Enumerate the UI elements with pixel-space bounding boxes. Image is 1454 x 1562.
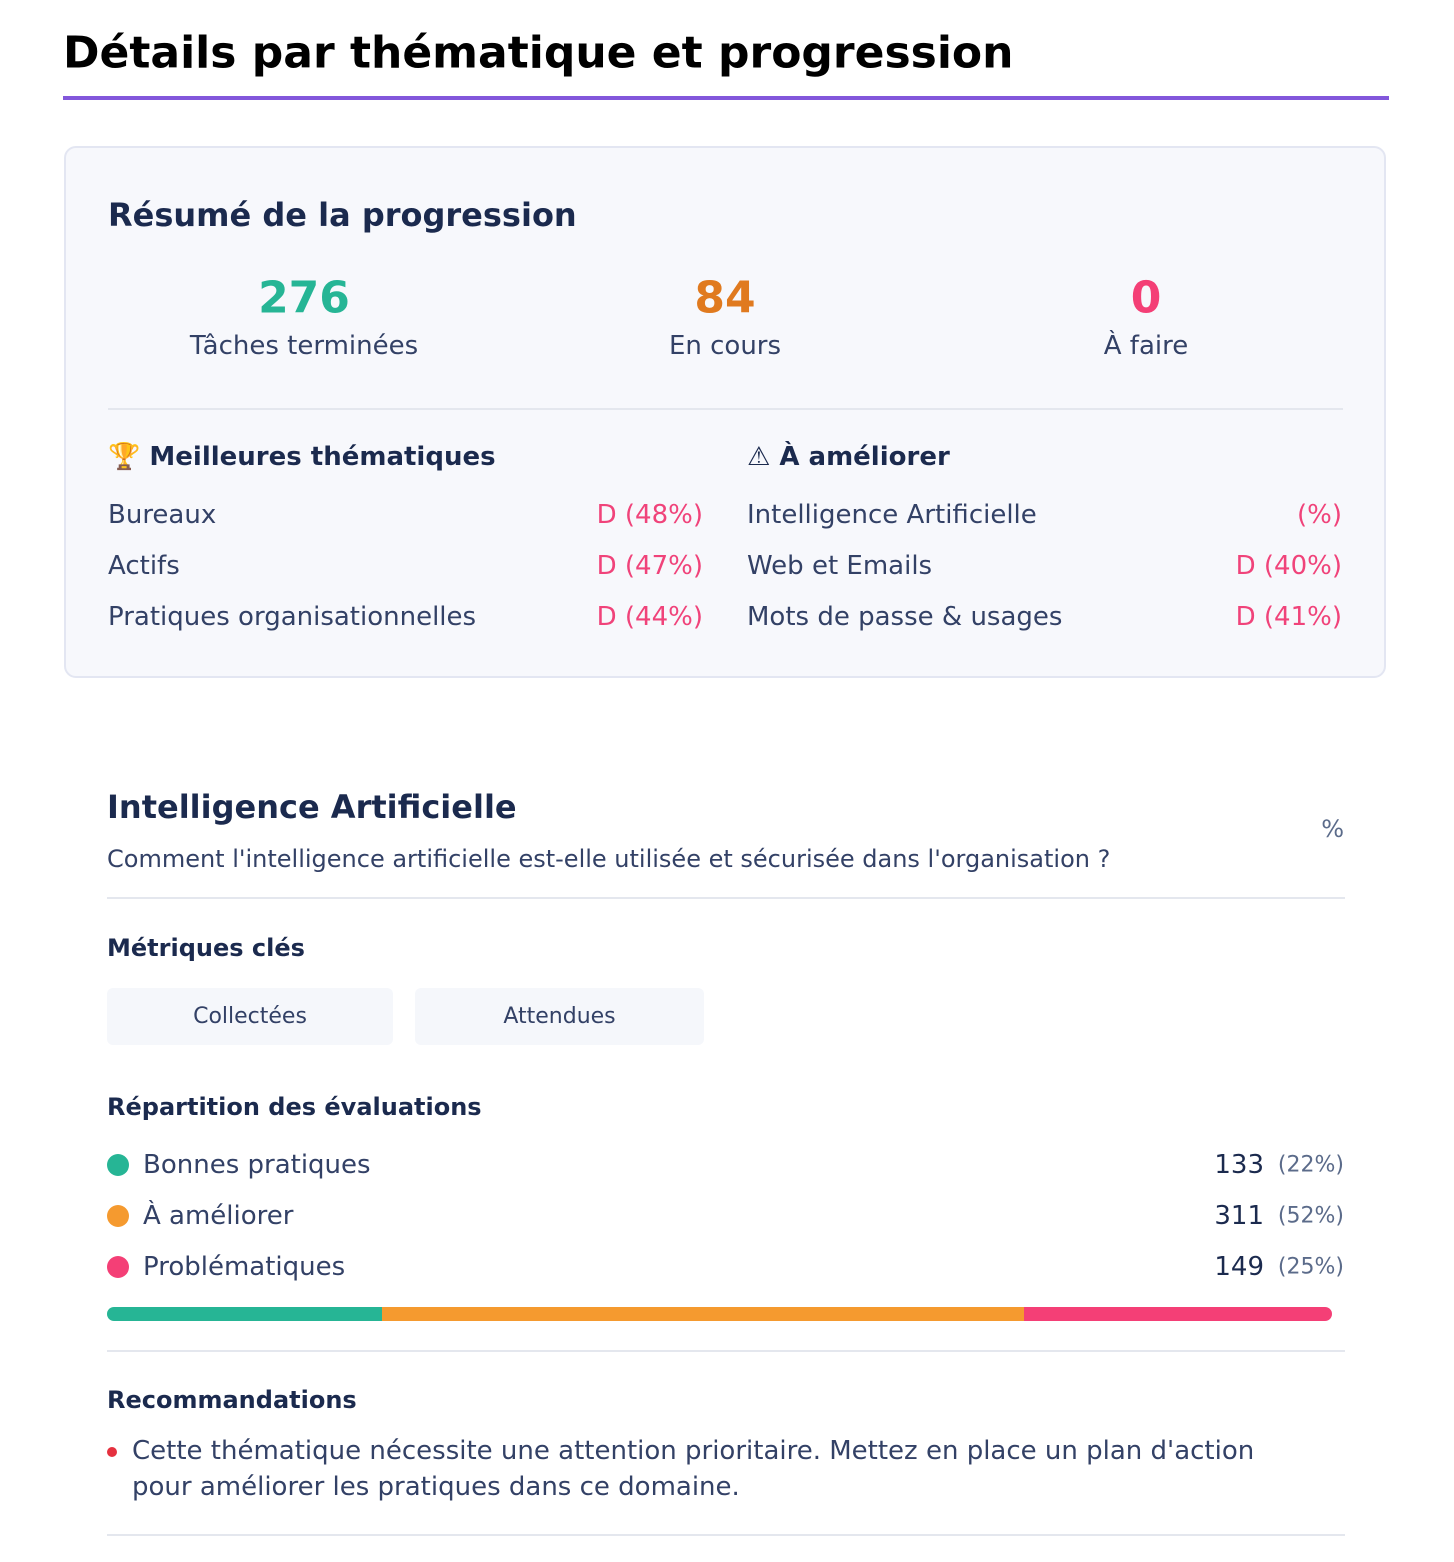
item-percent: (25%) xyxy=(1277,1254,1344,1280)
summary-title: Résumé de la progression xyxy=(108,196,577,234)
list-name: Actifs xyxy=(108,551,180,581)
legend-dot xyxy=(107,1154,129,1176)
distribution-bar xyxy=(107,1307,1332,1321)
divider xyxy=(108,408,1343,410)
bar-segment xyxy=(1024,1307,1332,1321)
recommendations-heading: Recommandations xyxy=(107,1386,357,1414)
list-score: D (48%) xyxy=(596,500,703,530)
item-percent: (22%) xyxy=(1277,1152,1344,1178)
bar-segment xyxy=(381,1307,1025,1321)
stat-value: 0 xyxy=(1130,272,1162,324)
list-name: Mots de passe & usages xyxy=(747,602,1063,632)
stat-label: À faire xyxy=(1103,331,1189,361)
item-percent: (52%) xyxy=(1277,1203,1344,1229)
stat-value: 276 xyxy=(258,272,350,324)
metrics-heading: Métriques clés xyxy=(107,934,305,962)
recommendation: Cette thématique nécessite une attention… xyxy=(132,1436,1255,1502)
section-title: Intelligence Artificielle xyxy=(107,788,517,826)
bullet xyxy=(107,1447,117,1457)
legend-dot xyxy=(107,1205,129,1227)
list-name: Intelligence Artificielle xyxy=(747,500,1037,530)
item-name: Bonnes pratiques xyxy=(143,1150,371,1180)
list-score: D (41%) xyxy=(1235,602,1342,632)
list-score: D (47%) xyxy=(596,551,703,581)
item-name: Problématiques xyxy=(143,1252,346,1282)
metric-box: Attendues xyxy=(415,988,704,1045)
stat-label: En cours xyxy=(668,331,782,361)
metric-box: Collectées xyxy=(107,988,393,1045)
divider xyxy=(107,897,1345,899)
list-score: D (40%) xyxy=(1235,551,1342,581)
page-title: Détails par thématique et progression xyxy=(63,27,1014,79)
divider xyxy=(107,1534,1345,1536)
list-name: Web et Emails xyxy=(747,551,933,581)
stat-value: 84 xyxy=(694,272,756,324)
section-score: % xyxy=(1321,815,1344,843)
list-name: Pratiques organisationnelles xyxy=(108,602,477,632)
divider xyxy=(107,1350,1345,1352)
item-count: 133 xyxy=(1214,1150,1264,1180)
bar-segment xyxy=(107,1307,382,1321)
summary-card xyxy=(64,146,1386,678)
item-name: À améliorer xyxy=(143,1201,294,1231)
list-heading: 🏆 Meilleures thématiques xyxy=(108,442,496,472)
item-count: 149 xyxy=(1214,1252,1264,1282)
stat-label: Tâches terminées xyxy=(189,331,419,361)
list-score: D (44%) xyxy=(596,602,703,632)
distribution-heading: Répartition des évaluations xyxy=(107,1093,482,1121)
list-score: (%) xyxy=(1297,500,1342,530)
list-heading: ⚠ À améliorer xyxy=(747,442,950,472)
legend-dot xyxy=(107,1256,129,1278)
item-count: 311 xyxy=(1214,1201,1264,1231)
list-name: Bureaux xyxy=(108,500,217,530)
title-underline xyxy=(63,96,1389,100)
section-subtitle: Comment l'intelligence artificielle est-… xyxy=(107,845,1111,873)
